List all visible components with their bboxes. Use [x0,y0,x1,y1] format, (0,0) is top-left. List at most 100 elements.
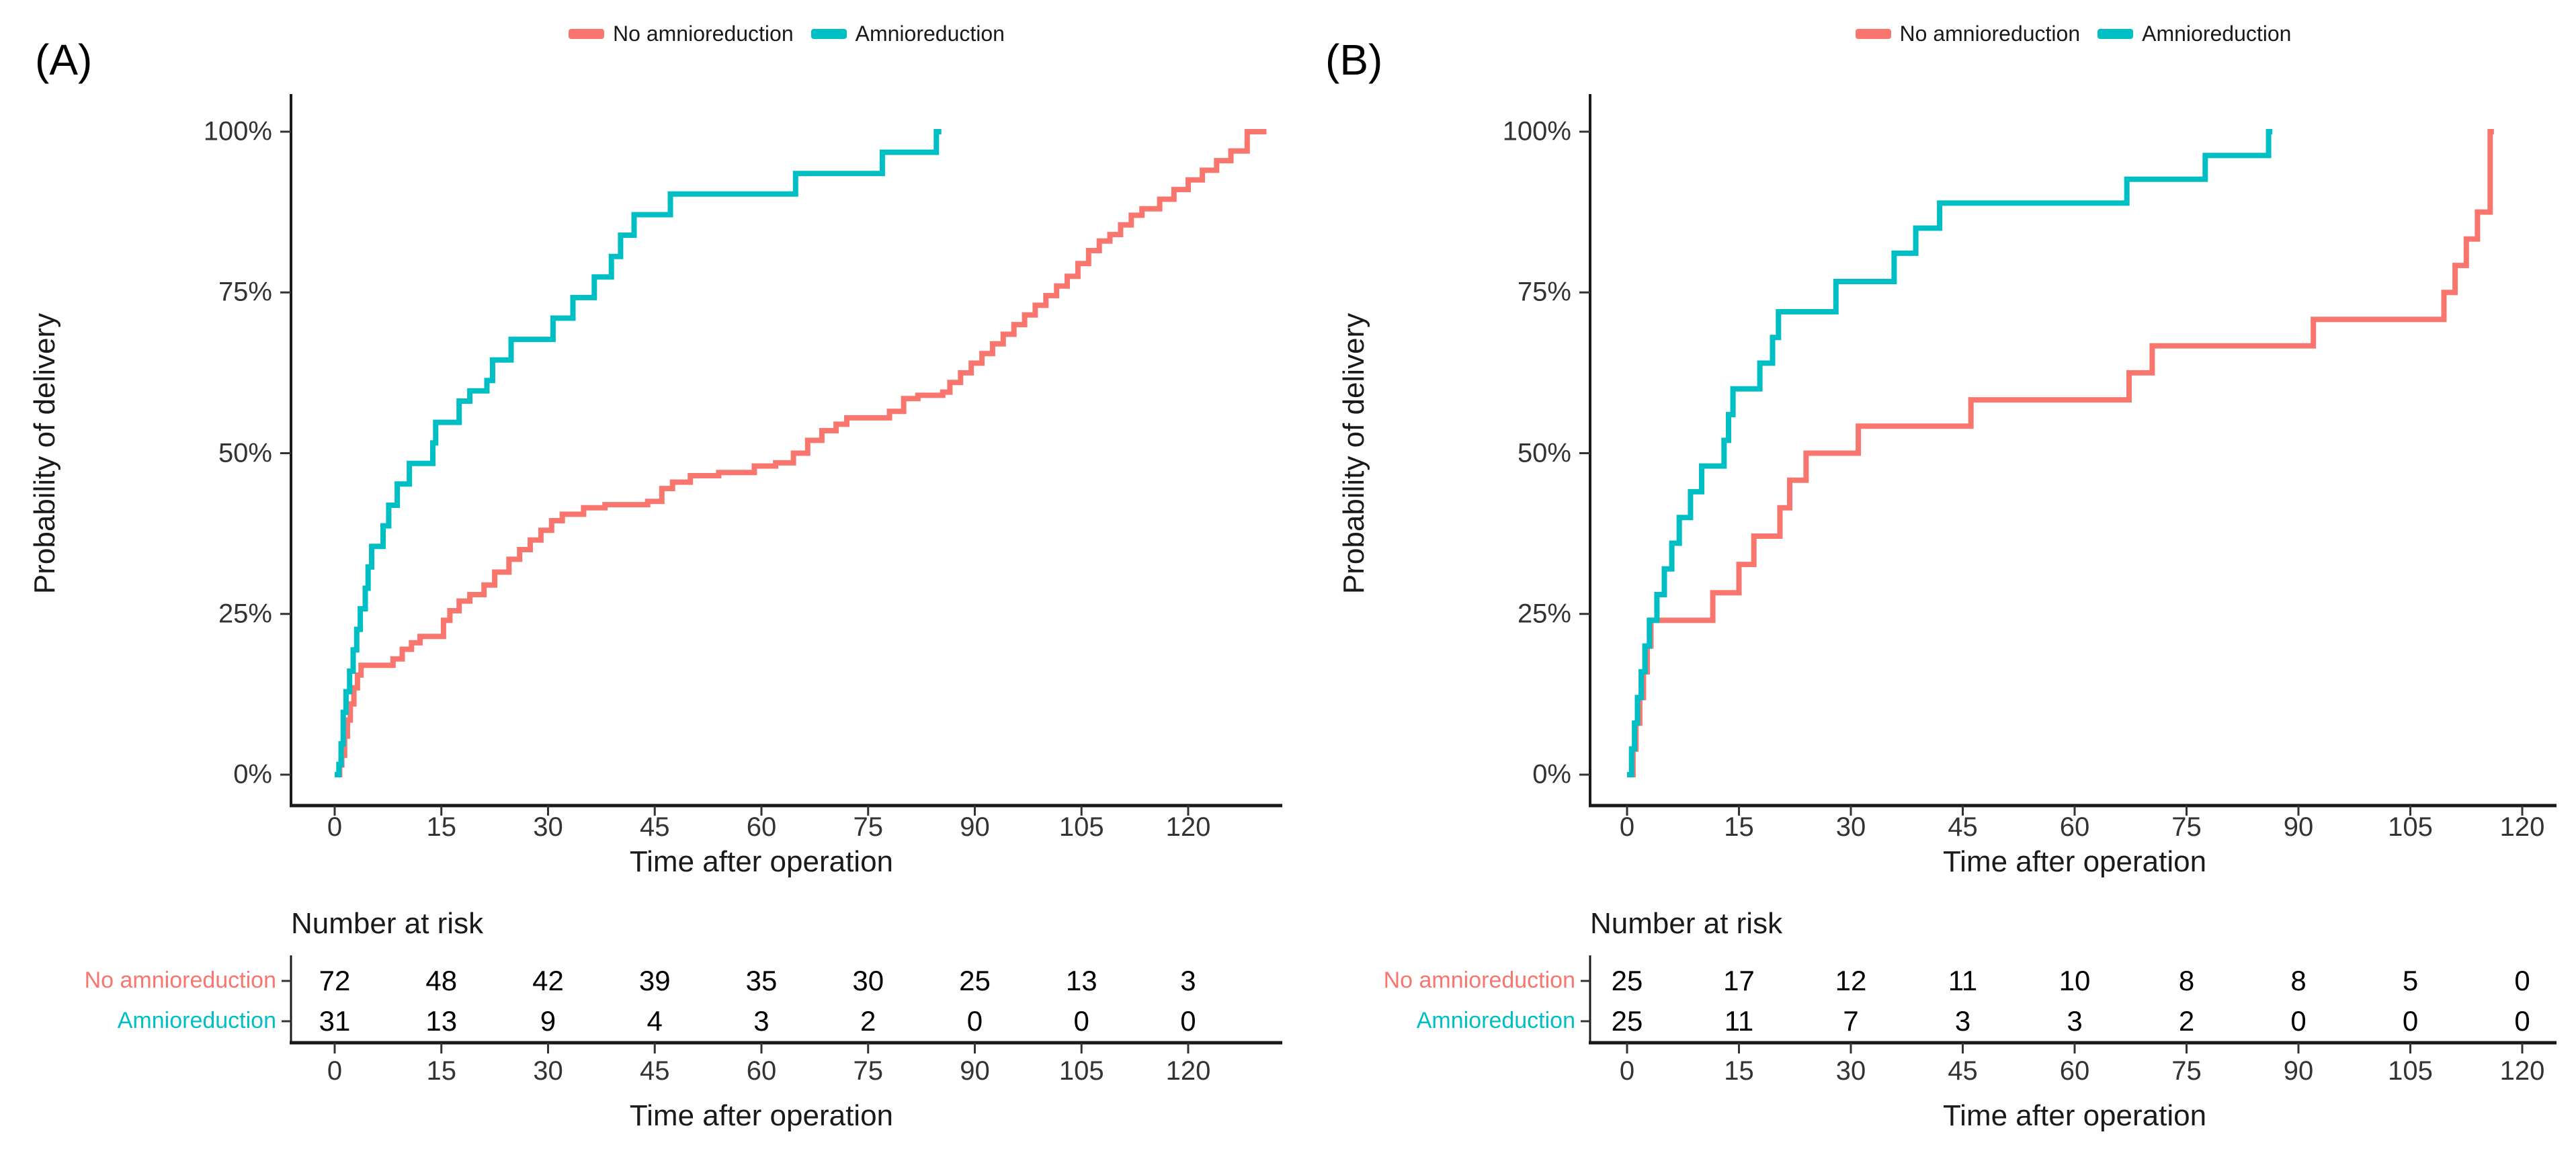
risk-count: 13 [425,1005,458,1037]
risk-count: 25 [1611,965,1643,996]
risk-x-tick-label: 30 [533,1056,563,1086]
risk-count: 2 [860,1005,876,1037]
legend-label: Amnioreduction [855,21,1005,46]
y-tick-label: 50% [1517,438,1571,468]
km-curve-amnioreduction [1627,129,2273,777]
risk-count: 30 [852,965,884,996]
x-tick-label: 105 [1058,812,1104,842]
risk-x-tick-label: 15 [1724,1056,1754,1086]
x-tick-label: 15 [1724,812,1754,842]
risk-count: 7 [1843,1005,1859,1037]
y-tick-label: 50% [218,438,272,468]
y-tick-label: 75% [218,277,272,307]
risk-x-tick-label: 120 [1165,1056,1211,1086]
legend-swatch-amnioreduction-icon [811,28,847,39]
risk-row-label-no-amnioreduction: No amnioreduction [84,967,276,993]
y-tick-label: 75% [1517,277,1571,307]
risk-count: 39 [638,965,671,996]
risk-count: 8 [2178,965,2195,996]
x-tick-label: 90 [2283,812,2314,842]
risk-x-tick-label: 75 [853,1056,883,1086]
risk-x-tick-label: 90 [960,1056,990,1086]
y-tick-label: 100% [203,116,272,146]
risk-x-tick-label: 0 [1619,1056,1635,1086]
risk-table-title: Number at risk [1590,907,1783,940]
risk-count: 3 [753,1005,770,1037]
risk-x-axis-title: Time after operation [1942,1099,2207,1132]
risk-count: 25 [1611,1005,1643,1037]
risk-count: 0 [2402,1005,2419,1037]
x-tick-label: 120 [2499,812,2545,842]
km-curve-no-amnioreduction [1627,129,2494,777]
risk-count: 10 [2059,965,2091,996]
x-tick-label: 15 [426,812,456,842]
panel-label: (A) [35,36,93,84]
legend-label: No amnioreduction [1899,21,2081,46]
legend-item-amnioreduction: Amnioreduction [2097,21,2291,46]
x-axis-title: Time after operation [629,845,894,878]
legend: No amnioreduction Amnioreduction [1590,20,2557,47]
risk-count: 0 [1180,1005,1196,1037]
x-tick-label: 60 [746,812,777,842]
x-tick-label: 30 [533,812,563,842]
y-tick-label: 0% [233,759,272,789]
risk-count: 0 [966,1005,983,1037]
x-tick-label: 0 [1619,812,1635,842]
risk-count: 11 [1724,1005,1754,1037]
km-curve-no-amnioreduction [335,129,1267,777]
risk-x-tick-label: 45 [639,1056,670,1086]
x-tick-label: 30 [1835,812,1866,842]
y-tick-label: 0% [1532,759,1571,789]
x-tick-label: 120 [1165,812,1211,842]
km-plot [1579,94,2557,1053]
x-tick-label: 45 [639,812,670,842]
legend-label: Amnioreduction [2142,21,2292,46]
legend-item-no-amnioreduction: No amnioreduction [569,21,794,46]
risk-count: 13 [1065,965,1097,996]
y-tick-label: 25% [1517,599,1571,629]
risk-count: 0 [1073,1005,1089,1037]
risk-count: 2 [2178,1005,2195,1037]
risk-x-tick-label: 60 [746,1056,777,1086]
risk-x-tick-label: 15 [426,1056,456,1086]
risk-count: 4 [647,1005,663,1037]
risk-x-tick-label: 105 [2388,1056,2433,1086]
risk-row-label-no-amnioreduction: No amnioreduction [1383,967,1575,993]
x-tick-label: 75 [853,812,883,842]
risk-count: 3 [2067,1005,2083,1037]
x-tick-label: 75 [2171,812,2202,842]
risk-count: 0 [2514,1005,2530,1037]
legend-swatch-no-amnioreduction-icon [569,28,605,39]
x-tick-label: 90 [960,812,990,842]
risk-count: 17 [1723,965,1755,996]
x-tick-label: 45 [1948,812,1978,842]
x-tick-label: 0 [327,812,343,842]
risk-count: 42 [532,965,564,996]
risk-table-title: Number at risk [291,907,484,940]
x-tick-label: 60 [2059,812,2090,842]
risk-row-label-amnioreduction: Amnioreduction [1416,1008,1575,1033]
risk-x-tick-label: 75 [2171,1056,2202,1086]
risk-count: 3 [1954,1005,1971,1037]
risk-count: 48 [425,965,458,996]
y-tick-label: 100% [1502,116,1571,146]
legend-swatch-amnioreduction-icon [2097,28,2134,39]
risk-count: 72 [319,965,351,996]
km-curve-amnioreduction [335,129,942,777]
risk-x-tick-label: 60 [2059,1056,2090,1086]
risk-count: 0 [2514,965,2530,996]
legend-swatch-no-amnioreduction-icon [1855,28,1891,39]
panel-label: (B) [1325,36,1383,84]
panel-a: (A) No amnioreduction Amnioreduction Pro… [28,21,1282,1132]
risk-count: 12 [1835,965,1867,996]
risk-x-tick-label: 0 [327,1056,343,1086]
risk-count: 11 [1948,965,1978,996]
x-axis-title: Time after operation [1942,845,2207,878]
risk-row-label-amnioreduction: Amnioreduction [117,1008,276,1033]
y-tick-label: 25% [218,599,272,629]
risk-x-tick-label: 30 [1835,1056,1866,1086]
risk-x-axis-title: Time after operation [629,1099,894,1132]
risk-x-tick-label: 120 [2499,1056,2545,1086]
risk-count: 35 [745,965,778,996]
risk-count: 25 [959,965,991,996]
